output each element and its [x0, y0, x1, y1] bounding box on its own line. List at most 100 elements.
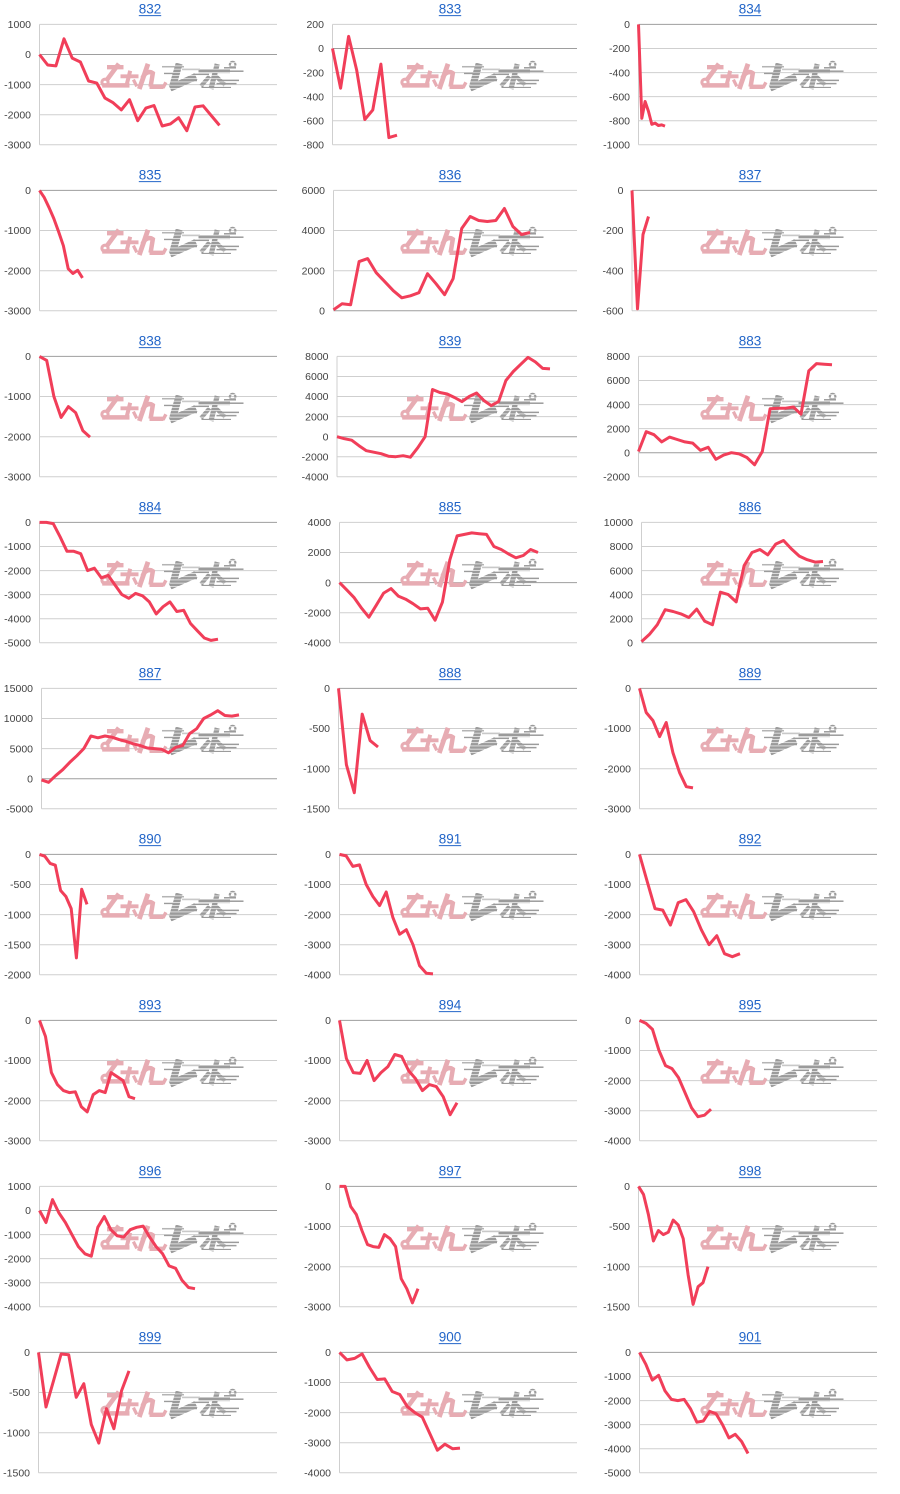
svg-text:-2000: -2000 [304, 909, 331, 921]
svg-text:0: 0 [319, 306, 325, 318]
svg-text:-2000: -2000 [604, 1075, 631, 1087]
svg-text:-600: -600 [609, 91, 630, 103]
svg-text:-2000: -2000 [4, 431, 31, 443]
svg-text:0: 0 [25, 517, 31, 529]
svg-text:1000: 1000 [8, 19, 32, 31]
svg-text:890: 890 [139, 832, 162, 847]
svg-text:887: 887 [139, 666, 162, 681]
svg-text:-1000: -1000 [303, 763, 330, 775]
svg-text:0: 0 [25, 1205, 31, 1217]
svg-text:0: 0 [625, 849, 631, 861]
svg-text:-1000: -1000 [4, 1055, 31, 1067]
svg-text:-1000: -1000 [304, 1221, 331, 1233]
svg-text:889: 889 [739, 666, 762, 681]
svg-text:-1000: -1000 [604, 879, 631, 891]
svg-text:-1000: -1000 [604, 1045, 631, 1057]
svg-text:-500: -500 [609, 1221, 630, 1233]
svg-text:-3000: -3000 [4, 472, 31, 484]
svg-text:2000: 2000 [302, 265, 326, 277]
svg-text:886: 886 [739, 500, 762, 515]
svg-text:897: 897 [439, 1164, 462, 1179]
svg-text:6000: 6000 [607, 375, 631, 387]
svg-text:-5000: -5000 [604, 1468, 631, 1480]
svg-text:-800: -800 [303, 140, 324, 152]
svg-text:0: 0 [24, 1347, 30, 1359]
svg-text:836: 836 [439, 168, 462, 183]
svg-text:-2000: -2000 [4, 565, 31, 577]
svg-text:-1000: -1000 [603, 1261, 630, 1273]
svg-text:1000: 1000 [8, 1181, 32, 1193]
svg-text:-600: -600 [303, 115, 324, 127]
svg-text:-2000: -2000 [4, 1095, 31, 1107]
svg-text:-1000: -1000 [4, 909, 31, 921]
svg-text:0: 0 [318, 43, 324, 55]
svg-text:884: 884 [139, 500, 162, 515]
svg-text:-5000: -5000 [6, 804, 33, 816]
svg-text:896: 896 [139, 1164, 162, 1179]
svg-text:-1000: -1000 [304, 1377, 331, 1389]
svg-text:-3000: -3000 [304, 939, 331, 951]
svg-text:-4000: -4000 [304, 1468, 331, 1480]
svg-text:-2000: -2000 [604, 909, 631, 921]
svg-text:10000: 10000 [604, 517, 633, 529]
svg-text:8000: 8000 [305, 351, 329, 363]
svg-text:8000: 8000 [610, 541, 634, 553]
svg-text:0: 0 [25, 351, 31, 363]
svg-text:4000: 4000 [607, 399, 631, 411]
svg-text:5000: 5000 [10, 743, 34, 755]
svg-text:-3000: -3000 [604, 1105, 631, 1117]
svg-text:-800: -800 [609, 115, 630, 127]
svg-text:-3000: -3000 [304, 1302, 331, 1314]
svg-text:0: 0 [325, 1347, 331, 1359]
svg-text:-3000: -3000 [304, 1136, 331, 1148]
svg-text:891: 891 [439, 832, 462, 847]
svg-text:-4000: -4000 [302, 472, 329, 484]
svg-text:0: 0 [25, 49, 31, 61]
svg-text:-2000: -2000 [4, 1253, 31, 1265]
svg-text:0: 0 [625, 1015, 631, 1027]
svg-text:-500: -500 [309, 723, 330, 735]
svg-text:-4000: -4000 [304, 970, 331, 982]
svg-text:894: 894 [439, 998, 462, 1013]
svg-text:-3000: -3000 [604, 804, 631, 816]
svg-text:2000: 2000 [308, 547, 332, 559]
svg-text:0: 0 [625, 1347, 631, 1359]
svg-text:2000: 2000 [610, 613, 634, 625]
svg-text:-3000: -3000 [4, 1277, 31, 1289]
svg-text:835: 835 [139, 168, 162, 183]
svg-text:-3000: -3000 [4, 306, 31, 318]
svg-text:-4000: -4000 [604, 1443, 631, 1455]
svg-text:-1000: -1000 [604, 723, 631, 735]
svg-text:0: 0 [324, 683, 330, 695]
svg-text:-2000: -2000 [304, 1261, 331, 1273]
svg-text:10000: 10000 [4, 713, 33, 725]
svg-text:-1500: -1500 [303, 804, 330, 816]
svg-text:-1000: -1000 [4, 391, 31, 403]
svg-text:0: 0 [624, 1181, 630, 1193]
svg-text:-4000: -4000 [4, 613, 31, 625]
svg-text:0: 0 [625, 683, 631, 695]
svg-text:898: 898 [739, 1164, 762, 1179]
svg-text:-1000: -1000 [3, 1427, 30, 1439]
svg-text:8000: 8000 [607, 351, 631, 363]
svg-text:-2000: -2000 [603, 472, 630, 484]
svg-text:0: 0 [624, 447, 630, 459]
svg-text:888: 888 [439, 666, 462, 681]
svg-text:-1000: -1000 [4, 79, 31, 91]
svg-text:-4000: -4000 [604, 1136, 631, 1148]
svg-text:6000: 6000 [305, 371, 329, 383]
svg-text:-3000: -3000 [4, 140, 31, 152]
svg-text:-200: -200 [609, 43, 630, 55]
svg-text:885: 885 [439, 500, 462, 515]
svg-text:200: 200 [306, 19, 324, 31]
svg-text:-2000: -2000 [304, 607, 331, 619]
svg-text:-1000: -1000 [603, 140, 630, 152]
svg-text:4000: 4000 [308, 517, 332, 529]
svg-text:4000: 4000 [610, 589, 634, 601]
svg-text:0: 0 [325, 1181, 331, 1193]
svg-text:0: 0 [627, 638, 633, 650]
svg-text:838: 838 [139, 334, 162, 349]
svg-text:-1000: -1000 [304, 879, 331, 891]
svg-text:0: 0 [25, 849, 31, 861]
svg-text:-1000: -1000 [4, 225, 31, 237]
